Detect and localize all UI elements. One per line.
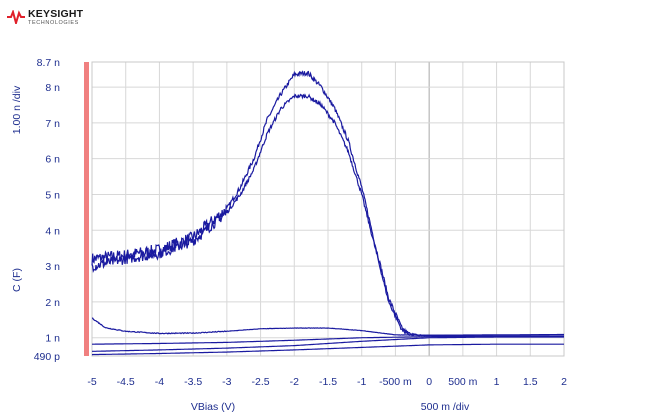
y-tick-label: 3 n [45,261,60,273]
y-tick-labels: 8.7 n 8 n 7 n 6 n 5 n 4 n 3 n 2 n 1 n 490 p [34,57,60,363]
series-line-3 [91,317,564,336]
y-tick-label: 8.7 n [37,57,61,69]
y-tick-label: 6 n [45,154,60,166]
series-line-6 [92,343,564,356]
marker-bar [84,62,89,356]
series-line-5 [92,335,564,345]
x-tick-label: -500 m [379,376,412,388]
keysight-wave-icon [7,10,25,24]
y-tick-label: 1 n [45,333,60,345]
y-axis-label: C (F) [11,268,23,292]
plot-frame [91,61,565,357]
x-tick-label: -1 [357,376,366,388]
brand-name: KEYSIGHT [28,8,84,20]
grid [91,62,565,356]
y-tick-label: 2 n [45,297,60,309]
x-tick-label: -4.5 [117,376,135,388]
x-scale-label: 500 m /div [421,401,470,413]
x-tick-label: -2 [290,376,299,388]
x-tick-label: 500 m [448,376,477,388]
x-tick-label: -4 [155,376,164,388]
y-tick-label: 490 p [34,351,60,363]
x-tick-label: -3.5 [184,376,202,388]
brand-tagline: TECHNOLOGIES [28,20,79,26]
y-tick-label: 5 n [45,189,60,201]
x-tick-label: -2.5 [252,376,270,388]
x-tick-labels: -5 -4.5 -4 -3.5 -3 -2.5 -2 -1.5 -1 -500 m 0 500 m 1 1… [87,376,567,388]
keysight-logo: KEYSIGHT TECHNOLOGIES [6,6,116,32]
y-tick-label: 7 n [45,118,60,130]
y-tick-label: 4 n [45,225,60,237]
y-tick-label: 8 n [45,82,60,94]
x-tick-label: -3 [222,376,231,388]
series-group [91,70,564,356]
series-line-4 [92,336,564,352]
x-axis-label: VBias (V) [191,401,235,413]
x-tick-label: 0 [426,376,432,388]
x-tick-label: 1.5 [523,376,538,388]
x-tick-label: -1.5 [319,376,337,388]
x-tick-label: 1 [494,376,500,388]
y-scale-label: 1.00 n /div [11,85,23,134]
x-tick-label: -5 [87,376,96,388]
x-tick-label: 2 [561,376,567,388]
